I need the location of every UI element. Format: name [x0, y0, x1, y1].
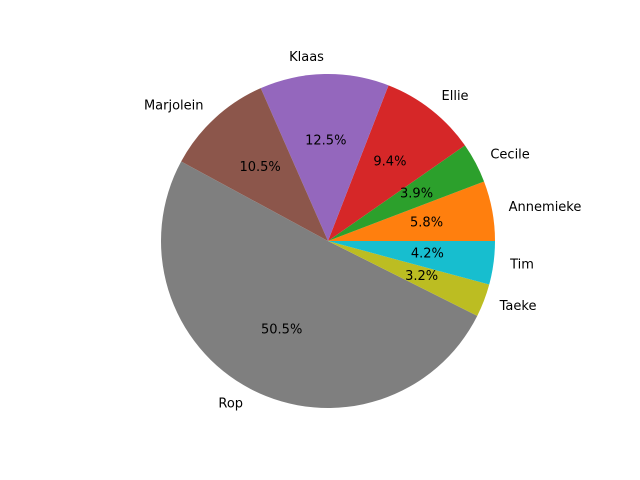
slice-label-annemieke: Annemieke — [509, 200, 582, 215]
slice-label-taeke: Taeke — [499, 299, 537, 314]
slice-label-ellie: Ellie — [442, 89, 469, 104]
slice-label-marjolein: Marjolein — [144, 98, 204, 113]
slice-percent-rop: 50.5% — [261, 322, 302, 337]
pie-slice-ellie — [328, 85, 465, 242]
pie-slice-rop — [161, 161, 478, 408]
slice-percent-ellie: 9.4% — [373, 155, 406, 170]
slice-percent-klaas: 12.5% — [305, 133, 346, 148]
slice-percent-taeke: 3.2% — [405, 269, 438, 284]
slice-label-tim: Tim — [509, 258, 534, 273]
slice-percent-tim: 4.2% — [411, 247, 444, 262]
slice-percent-marjolein: 10.5% — [239, 160, 280, 175]
pie-slice-klaas — [260, 74, 389, 242]
pie-slices — [161, 74, 496, 408]
pie-slice-taeke — [328, 241, 490, 316]
pie-slice-cecile — [328, 145, 485, 241]
slice-label-klaas: Klaas — [289, 50, 324, 65]
pie-labels: Annemieke 5.8% Cecile 3.9% Ellie 9.4% Klaas 12.… — [144, 50, 581, 412]
slice-label-rop: Rop — [218, 396, 243, 411]
pie-slice-tim — [328, 241, 496, 285]
slice-percent-cecile: 3.9% — [400, 187, 433, 202]
pie-slice-annemieke — [328, 181, 496, 241]
slice-percent-annemieke: 5.8% — [410, 215, 443, 230]
pie-slice-marjolein — [181, 88, 328, 241]
slice-label-cecile: Cecile — [490, 148, 529, 163]
